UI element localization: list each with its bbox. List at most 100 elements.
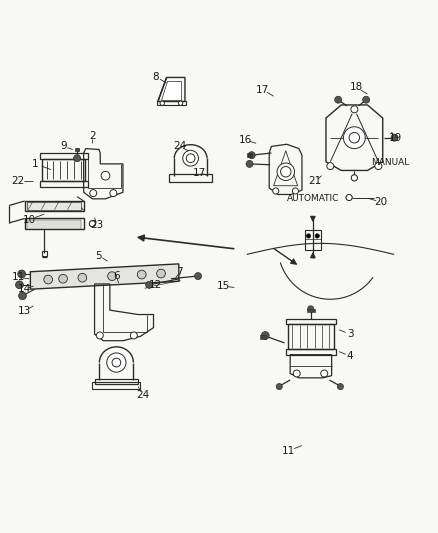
Circle shape: [18, 270, 25, 278]
Circle shape: [292, 188, 298, 194]
Text: 17: 17: [256, 85, 269, 95]
Circle shape: [90, 190, 97, 197]
Bar: [156, 101, 186, 105]
Text: 24: 24: [136, 390, 149, 400]
Text: 13: 13: [18, 306, 32, 316]
Circle shape: [349, 133, 360, 143]
Circle shape: [321, 370, 328, 377]
Circle shape: [281, 166, 291, 177]
Text: 14: 14: [18, 284, 32, 294]
Text: 11: 11: [282, 446, 296, 456]
Text: 6: 6: [113, 271, 120, 281]
Bar: [286, 349, 336, 354]
Circle shape: [194, 272, 201, 280]
Circle shape: [346, 195, 352, 200]
Circle shape: [183, 150, 198, 166]
Circle shape: [15, 281, 23, 289]
Text: 20: 20: [374, 197, 387, 207]
Circle shape: [315, 234, 319, 238]
Circle shape: [307, 306, 314, 312]
Text: 19: 19: [389, 133, 403, 143]
Circle shape: [89, 221, 95, 227]
Circle shape: [157, 269, 166, 278]
Bar: [39, 154, 88, 159]
Text: 4: 4: [346, 351, 353, 361]
Circle shape: [74, 155, 81, 161]
Circle shape: [89, 221, 95, 227]
Circle shape: [346, 195, 352, 200]
Bar: [288, 324, 334, 350]
Circle shape: [306, 234, 311, 238]
Circle shape: [131, 332, 138, 339]
Circle shape: [246, 160, 253, 167]
Text: 17: 17: [193, 168, 206, 177]
Text: 24: 24: [173, 141, 186, 151]
Bar: [25, 219, 84, 229]
Circle shape: [375, 163, 382, 169]
Circle shape: [248, 152, 255, 159]
Circle shape: [78, 273, 87, 282]
Circle shape: [138, 270, 146, 279]
Bar: [39, 181, 88, 187]
Text: 8: 8: [152, 71, 159, 82]
Circle shape: [335, 96, 342, 103]
Polygon shape: [161, 80, 181, 100]
Bar: [247, 154, 252, 157]
Bar: [75, 148, 79, 151]
Text: 5: 5: [95, 251, 102, 261]
Text: MANUAL: MANUAL: [371, 158, 409, 167]
Bar: [42, 251, 47, 256]
Circle shape: [363, 96, 370, 103]
Bar: [92, 382, 141, 389]
Circle shape: [293, 370, 300, 377]
Circle shape: [101, 171, 110, 180]
Text: 18: 18: [350, 83, 363, 93]
Bar: [27, 220, 81, 229]
Text: 23: 23: [90, 220, 103, 230]
Text: 16: 16: [239, 135, 252, 145]
Bar: [286, 319, 336, 324]
Circle shape: [146, 281, 152, 288]
Circle shape: [391, 134, 398, 141]
Bar: [260, 335, 266, 340]
Circle shape: [351, 175, 357, 181]
Text: 12: 12: [149, 280, 162, 290]
Text: 11: 11: [11, 272, 25, 282]
Circle shape: [186, 154, 195, 163]
Bar: [169, 174, 212, 182]
Circle shape: [112, 358, 121, 367]
Bar: [27, 202, 81, 210]
Circle shape: [110, 190, 117, 197]
Circle shape: [59, 274, 67, 283]
Text: 2: 2: [89, 131, 95, 141]
Circle shape: [160, 101, 164, 106]
Text: AUTOMATIC: AUTOMATIC: [287, 195, 339, 203]
Bar: [305, 230, 321, 250]
Circle shape: [276, 384, 283, 390]
Circle shape: [108, 272, 117, 280]
Text: 1: 1: [32, 159, 39, 169]
Text: 10: 10: [22, 215, 35, 225]
Circle shape: [261, 332, 269, 340]
Text: 21: 21: [308, 176, 321, 187]
Circle shape: [337, 384, 343, 390]
Circle shape: [273, 188, 279, 194]
Circle shape: [107, 353, 126, 372]
Circle shape: [327, 163, 334, 169]
Circle shape: [343, 127, 365, 149]
Bar: [95, 379, 138, 384]
Circle shape: [178, 101, 183, 106]
Text: 7: 7: [177, 266, 183, 277]
Bar: [42, 159, 85, 181]
Bar: [25, 201, 84, 211]
Circle shape: [351, 106, 358, 113]
Bar: [307, 309, 314, 312]
Text: 3: 3: [346, 329, 353, 339]
Circle shape: [351, 175, 357, 181]
Circle shape: [18, 292, 26, 300]
Text: 9: 9: [61, 141, 67, 151]
Circle shape: [277, 163, 294, 181]
Text: 22: 22: [11, 176, 25, 187]
Circle shape: [44, 275, 53, 284]
Polygon shape: [30, 264, 179, 289]
